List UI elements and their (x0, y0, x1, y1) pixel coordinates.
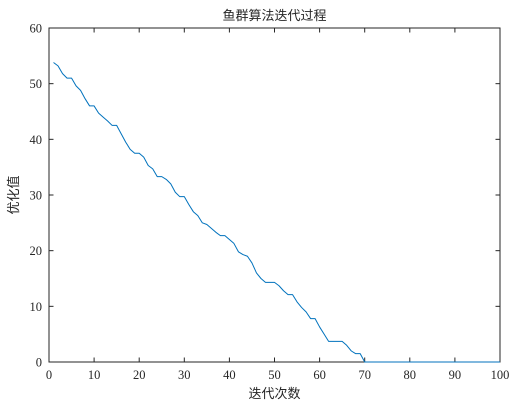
x-tick-label: 10 (88, 368, 101, 382)
y-tick-labels: 0 10 20 30 40 50 60 (30, 22, 43, 370)
y-tick-label: 30 (30, 189, 43, 203)
x-tick-label: 60 (313, 368, 326, 382)
y-tick-label: 10 (30, 300, 43, 314)
x-tick-label: 20 (133, 368, 146, 382)
x-tick-label: 0 (46, 368, 52, 382)
x-tick-label: 80 (404, 368, 417, 382)
chart-title: 鱼群算法迭代过程 (222, 8, 326, 23)
x-tick-labels: 0 10 20 30 40 50 60 70 80 90 100 (46, 368, 510, 382)
x-axis-label: 迭代次数 (248, 386, 300, 401)
y-tick-label: 40 (30, 133, 43, 147)
x-tick-label: 70 (358, 368, 371, 382)
x-tick-label: 40 (223, 368, 236, 382)
x-tick-label: 50 (268, 368, 281, 382)
series-layer (53, 62, 500, 363)
x-tick-label: 90 (449, 368, 462, 382)
series-line (53, 62, 500, 363)
x-tick-label: 30 (178, 368, 191, 382)
plot-area (48, 27, 501, 363)
y-tick-label: 50 (30, 77, 43, 91)
y-tick-label: 20 (30, 244, 43, 258)
tick-marks (48, 27, 501, 363)
y-axis-label: 优化值 (6, 175, 21, 214)
y-tick-label: 60 (30, 22, 43, 36)
x-tick-label: 100 (491, 368, 510, 382)
y-tick-label: 0 (36, 356, 42, 370)
